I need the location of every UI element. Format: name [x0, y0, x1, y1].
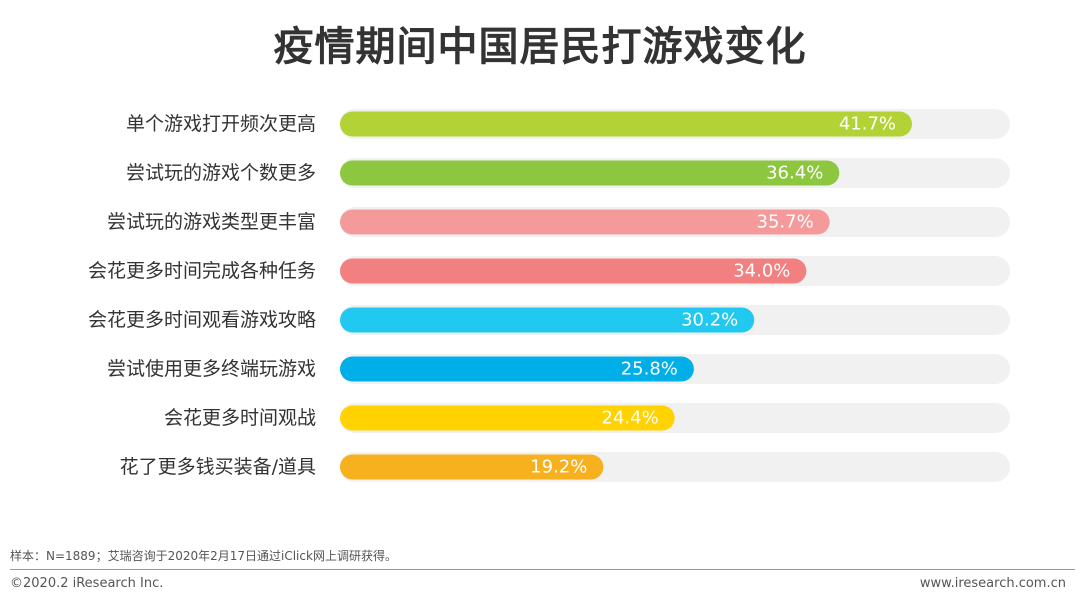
bar	[340, 209, 830, 235]
value-label: 41.7%	[839, 114, 896, 135]
category-label: 花了更多钱买装备/道具	[120, 456, 316, 478]
value-label: 19.2%	[530, 457, 587, 478]
website-link[interactable]: www.iresearch.com.cn	[919, 576, 1066, 591]
value-label: 34.0%	[733, 261, 790, 282]
sample-note: 样本：N=1889；艾瑞咨询于2020年2月17日通过iClick网上调研获得。	[10, 549, 397, 563]
category-label: 会花更多时间观看游戏攻略	[88, 309, 316, 331]
footer-divider	[10, 569, 1075, 570]
value-label: 24.4%	[602, 408, 659, 429]
category-label: 尝试玩的游戏个数更多	[126, 162, 316, 184]
category-label: 尝试使用更多终端玩游戏	[107, 358, 316, 380]
bar	[340, 405, 675, 431]
bar	[340, 160, 840, 186]
bar	[340, 454, 604, 480]
category-label: 会花更多时间观战	[164, 407, 316, 429]
bar	[340, 111, 912, 137]
bar	[340, 356, 694, 382]
category-label: 单个游戏打开频次更高	[126, 113, 316, 135]
chart-title: 疫情期间中国居民打游戏变化	[273, 24, 807, 70]
copyright-text: ©2020.2 iResearch Inc.	[10, 576, 164, 591]
value-label: 30.2%	[681, 310, 738, 331]
category-label: 尝试玩的游戏类型更丰富	[107, 211, 316, 233]
value-label: 25.8%	[621, 359, 678, 380]
value-label: 36.4%	[766, 163, 823, 184]
category-label: 会花更多时间完成各种任务	[88, 260, 316, 282]
value-label: 35.7%	[757, 212, 814, 233]
bar	[340, 258, 807, 284]
bar	[340, 307, 755, 333]
